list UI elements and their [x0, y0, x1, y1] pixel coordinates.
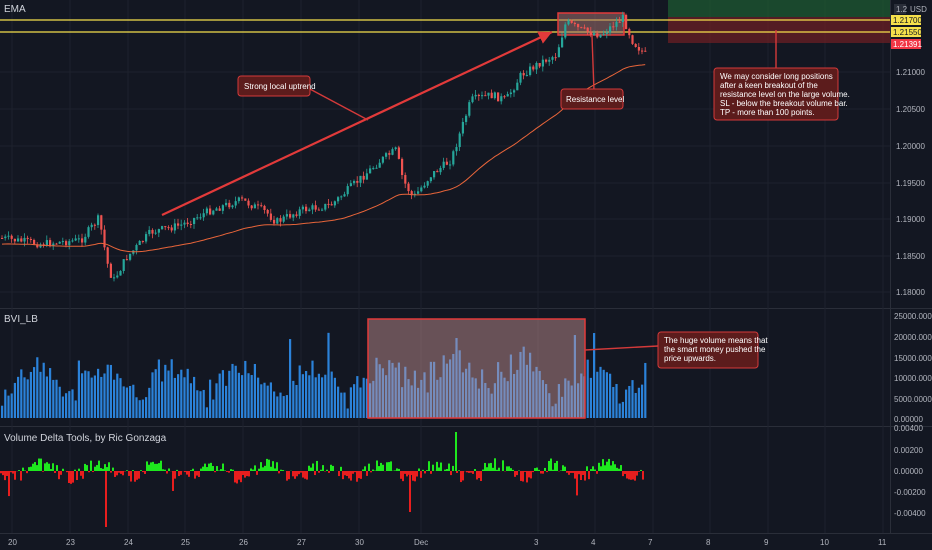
currency-label: USD [910, 5, 927, 14]
chart-grid [0, 0, 890, 533]
time-axis[interactable]: 20 23 24 25 26 27 30 Dec 3 4 7 8 9 10 11 [8, 538, 887, 547]
time-label: 25 [181, 538, 190, 547]
time-label: 7 [648, 538, 653, 547]
uptrend-callout-pointer [307, 87, 369, 121]
time-label: 8 [706, 538, 711, 547]
svg-text:1.21700: 1.21700 [893, 16, 922, 25]
uptrend-arrow[interactable] [161, 31, 553, 216]
time-label: 9 [764, 538, 769, 547]
time-label: Dec [414, 538, 428, 547]
svg-text:1.21391: 1.21391 [893, 40, 922, 49]
delta-tick: 0.00000 [894, 467, 923, 476]
time-label: 27 [297, 538, 306, 547]
delta-axis[interactable]: 0.00400 0.00200 0.00000 -0.00200 -0.0040… [894, 424, 926, 518]
price-tick: 1.21000 [896, 68, 925, 77]
time-label: 20 [8, 538, 17, 547]
price-badge-resistance-lower: 1.21550 [891, 27, 922, 37]
trade-plan-callout[interactable]: We may consider long positions after a k… [713, 67, 850, 121]
time-label: 4 [591, 538, 596, 547]
volume-pane-title[interactable]: BVI_LB [4, 314, 38, 325]
volume-bars [1, 332, 647, 418]
volume-tick: 0.00000 [894, 415, 923, 424]
price-tick: 1.19500 [896, 179, 925, 188]
time-label: 24 [124, 538, 133, 547]
plan-line-1: We may consider long positions [720, 72, 833, 81]
resistance-callout[interactable]: Resistance level [560, 88, 624, 110]
scale-mode-label: 1.2 [896, 5, 908, 14]
plan-line-2: after a keen breakout of the [720, 81, 818, 90]
delta-pane-title[interactable]: Volume Delta Tools, by Ric Gonzaga [4, 433, 167, 444]
volume-callout[interactable]: The huge volume means that the smart mon… [657, 331, 768, 369]
price-candles [1, 11, 647, 282]
svg-text:1.21550: 1.21550 [893, 28, 922, 37]
volume-axis[interactable]: 25000.00000 20000.00000 15000.00000 1000… [894, 312, 932, 424]
time-label: 26 [239, 538, 248, 547]
volume-tick: 15000.00000 [894, 354, 932, 363]
time-label: 23 [66, 538, 75, 547]
price-scale-header[interactable]: 1.2 USD [894, 4, 927, 14]
resistance-callout-text: Resistance level [566, 95, 624, 104]
volume-note-line-1: The huge volume means that [664, 336, 768, 345]
volume-tick: 10000.00000 [894, 374, 932, 383]
volume-delta-histogram [0, 432, 644, 527]
volume-highlight-box[interactable] [367, 318, 586, 419]
volume-tick: 25000.00000 [894, 312, 932, 321]
price-tick: 1.20500 [896, 105, 925, 114]
uptrend-callout[interactable]: Strong local uptrend [237, 75, 316, 97]
volume-note-line-2: the smart money pushed the [664, 345, 766, 354]
price-tick: 1.18000 [896, 288, 925, 297]
plan-line-4: SL - below the breakout volume bar. [720, 99, 848, 108]
target-zone-box[interactable] [668, 0, 890, 43]
volume-tick: 5000.00000 [894, 395, 932, 404]
ema-line [1, 64, 646, 253]
time-label: 3 [534, 538, 539, 547]
price-badge-resistance-upper: 1.21700 [891, 15, 922, 25]
volume-note-line-3: price upwards. [664, 354, 716, 363]
time-label: 10 [820, 538, 829, 547]
price-tick: 1.19000 [896, 215, 925, 224]
volume-callout-pointer [584, 345, 659, 351]
plan-line-5: TP - more than 100 points. [720, 108, 815, 117]
time-label: 11 [878, 538, 887, 547]
uptrend-callout-text: Strong local uptrend [244, 82, 316, 91]
resistance-callout-pointer [591, 35, 595, 93]
delta-tick: 0.00400 [894, 424, 923, 433]
price-axis[interactable]: 1.21000 1.20500 1.20000 1.19500 1.19000 … [896, 68, 925, 297]
delta-tick: -0.00400 [894, 509, 926, 518]
delta-tick: 0.00200 [894, 446, 923, 455]
price-pane-title[interactable]: EMA [4, 4, 26, 15]
delta-tick: -0.00200 [894, 488, 926, 497]
volume-tick: 20000.00000 [894, 333, 932, 342]
time-label: 30 [355, 538, 364, 547]
price-tick: 1.20000 [896, 142, 925, 151]
price-badge-last: 1.21391 [891, 39, 922, 49]
price-tick: 1.18500 [896, 252, 925, 261]
plan-line-3: resistance level on the large volume. [720, 90, 850, 99]
